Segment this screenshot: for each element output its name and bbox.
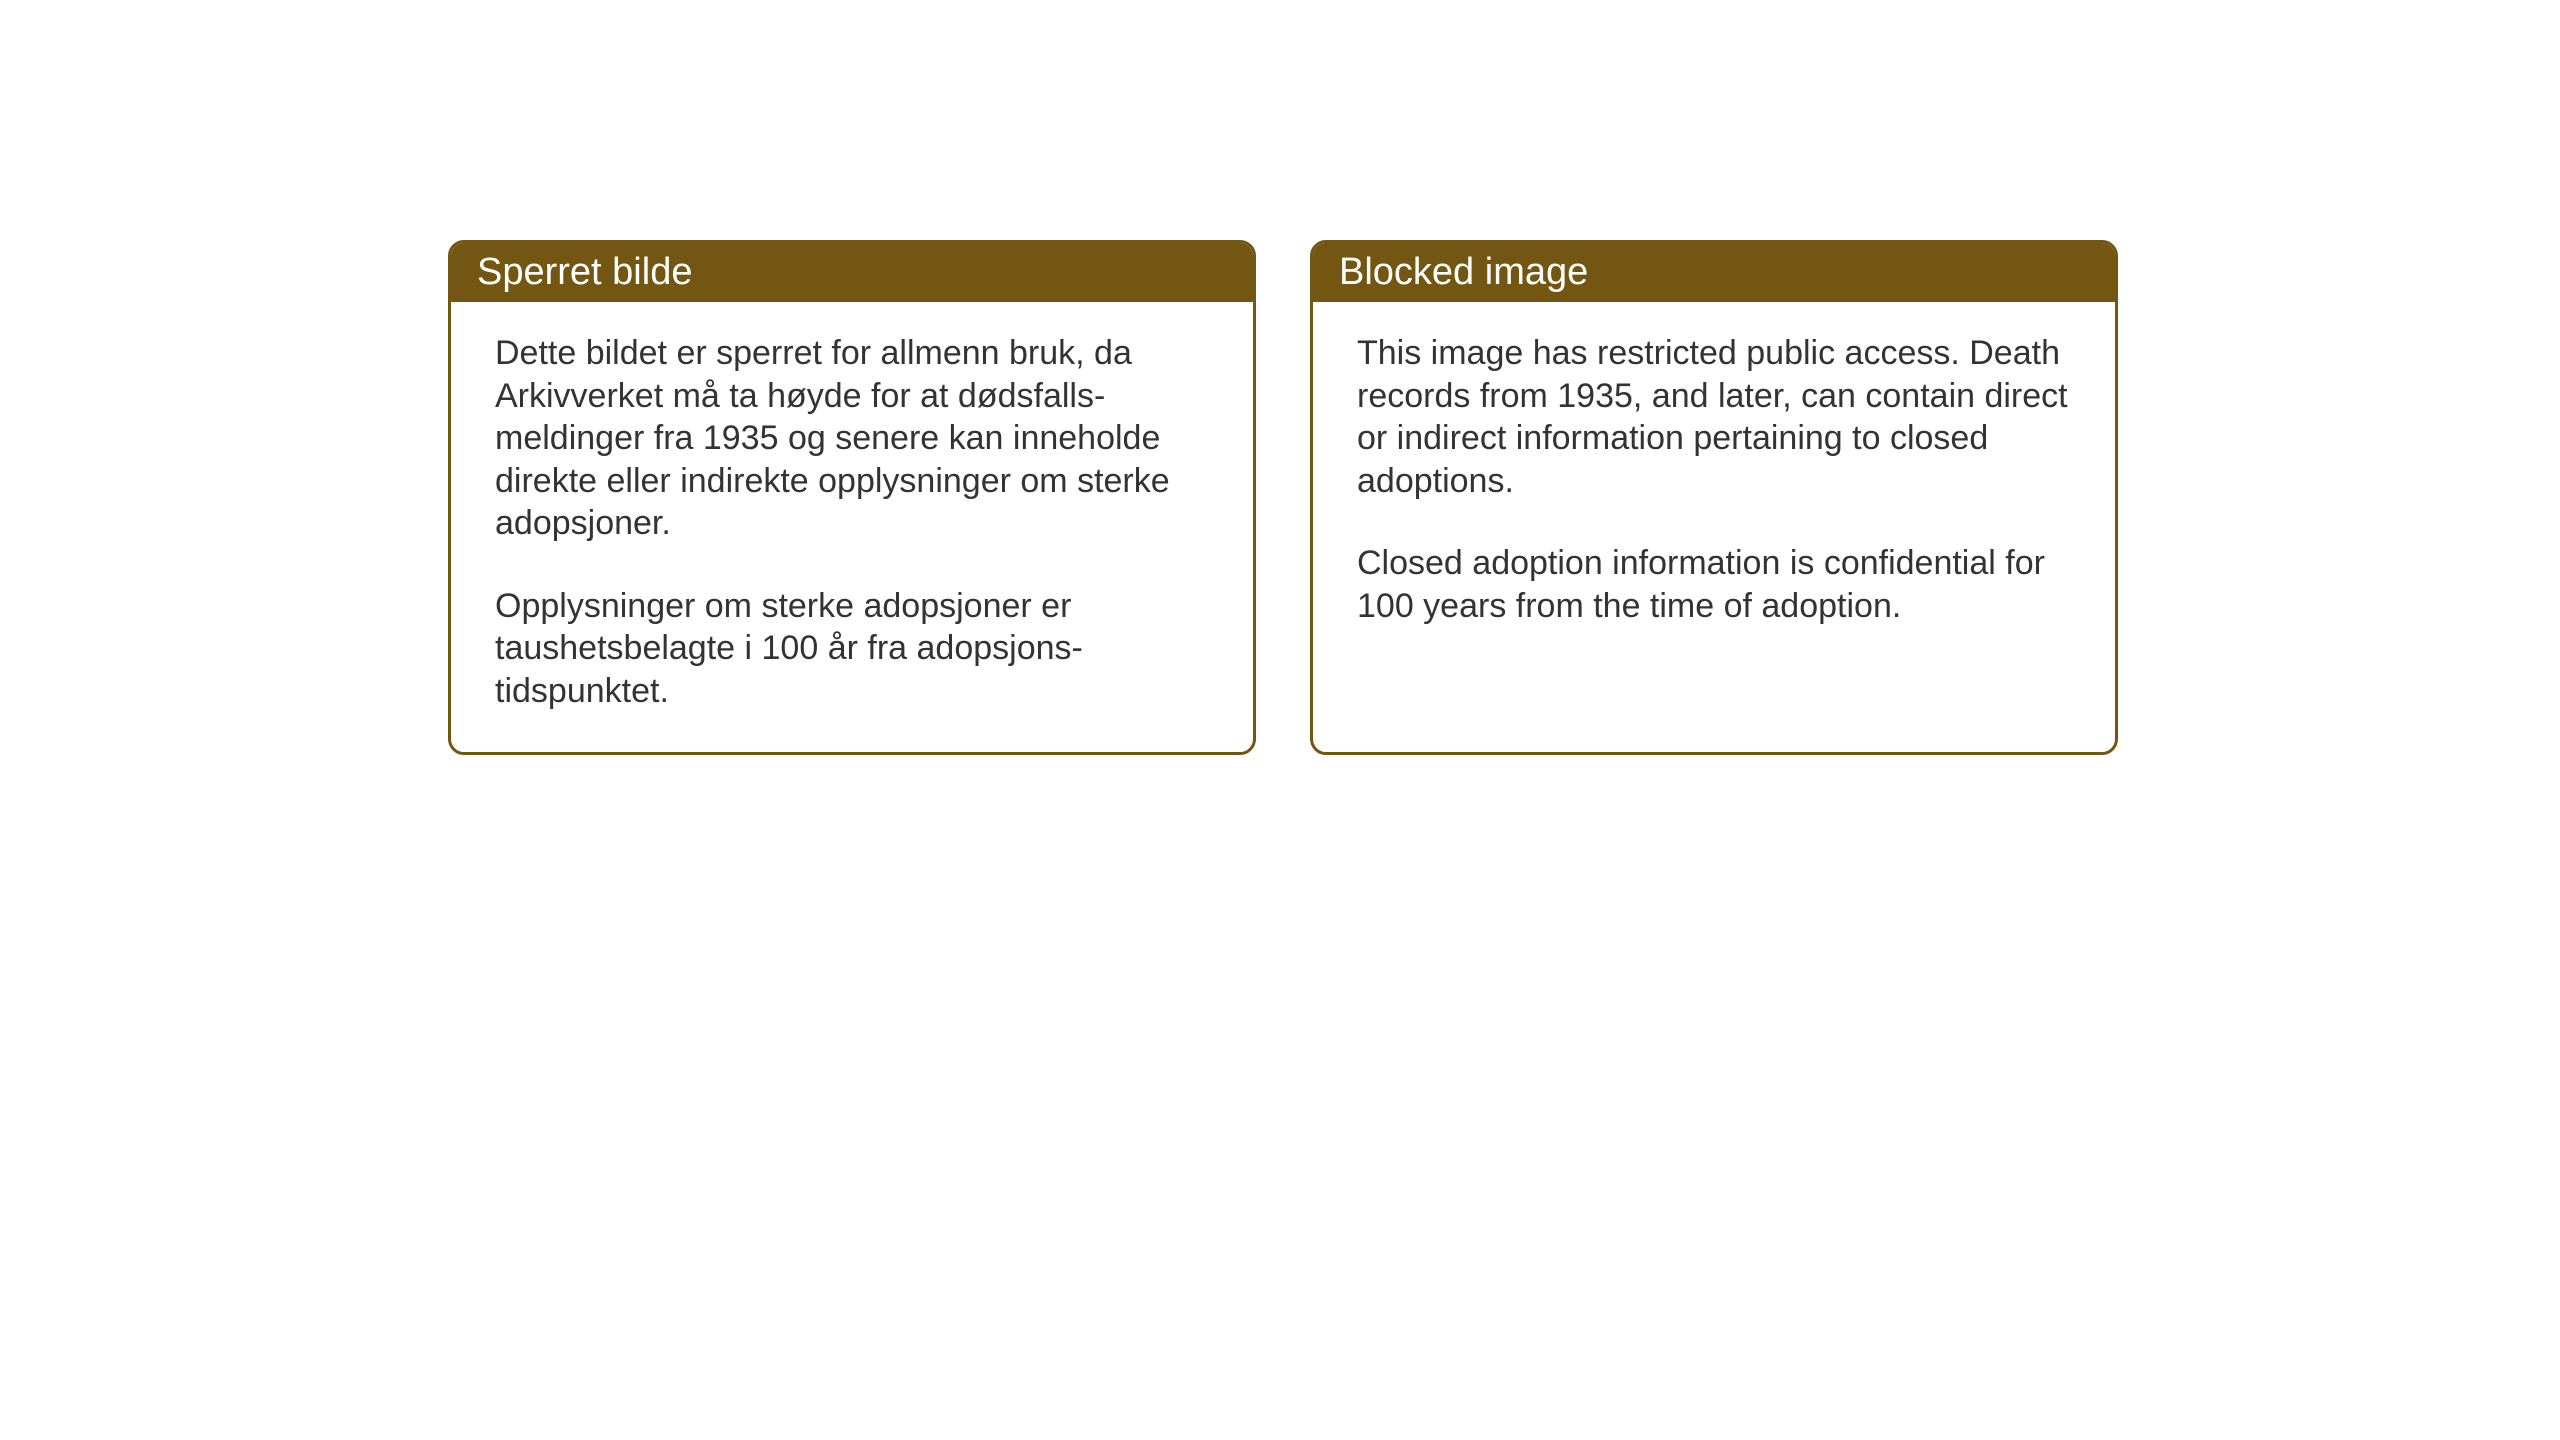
- card-body-english: This image has restricted public access.…: [1313, 302, 2115, 702]
- card-title-norwegian: Sperret bilde: [451, 243, 1253, 302]
- notice-cards-container: Sperret bilde Dette bildet er sperret fo…: [448, 240, 2118, 755]
- card-paragraph: Closed adoption information is confident…: [1357, 542, 2071, 627]
- card-paragraph: Dette bildet er sperret for allmenn bruk…: [495, 332, 1209, 545]
- card-paragraph: Opplysninger om sterke adopsjoner er tau…: [495, 585, 1209, 713]
- notice-card-norwegian: Sperret bilde Dette bildet er sperret fo…: [448, 240, 1256, 755]
- card-title-english: Blocked image: [1313, 243, 2115, 302]
- card-paragraph: This image has restricted public access.…: [1357, 332, 2071, 502]
- card-body-norwegian: Dette bildet er sperret for allmenn bruk…: [451, 302, 1253, 752]
- notice-card-english: Blocked image This image has restricted …: [1310, 240, 2118, 755]
